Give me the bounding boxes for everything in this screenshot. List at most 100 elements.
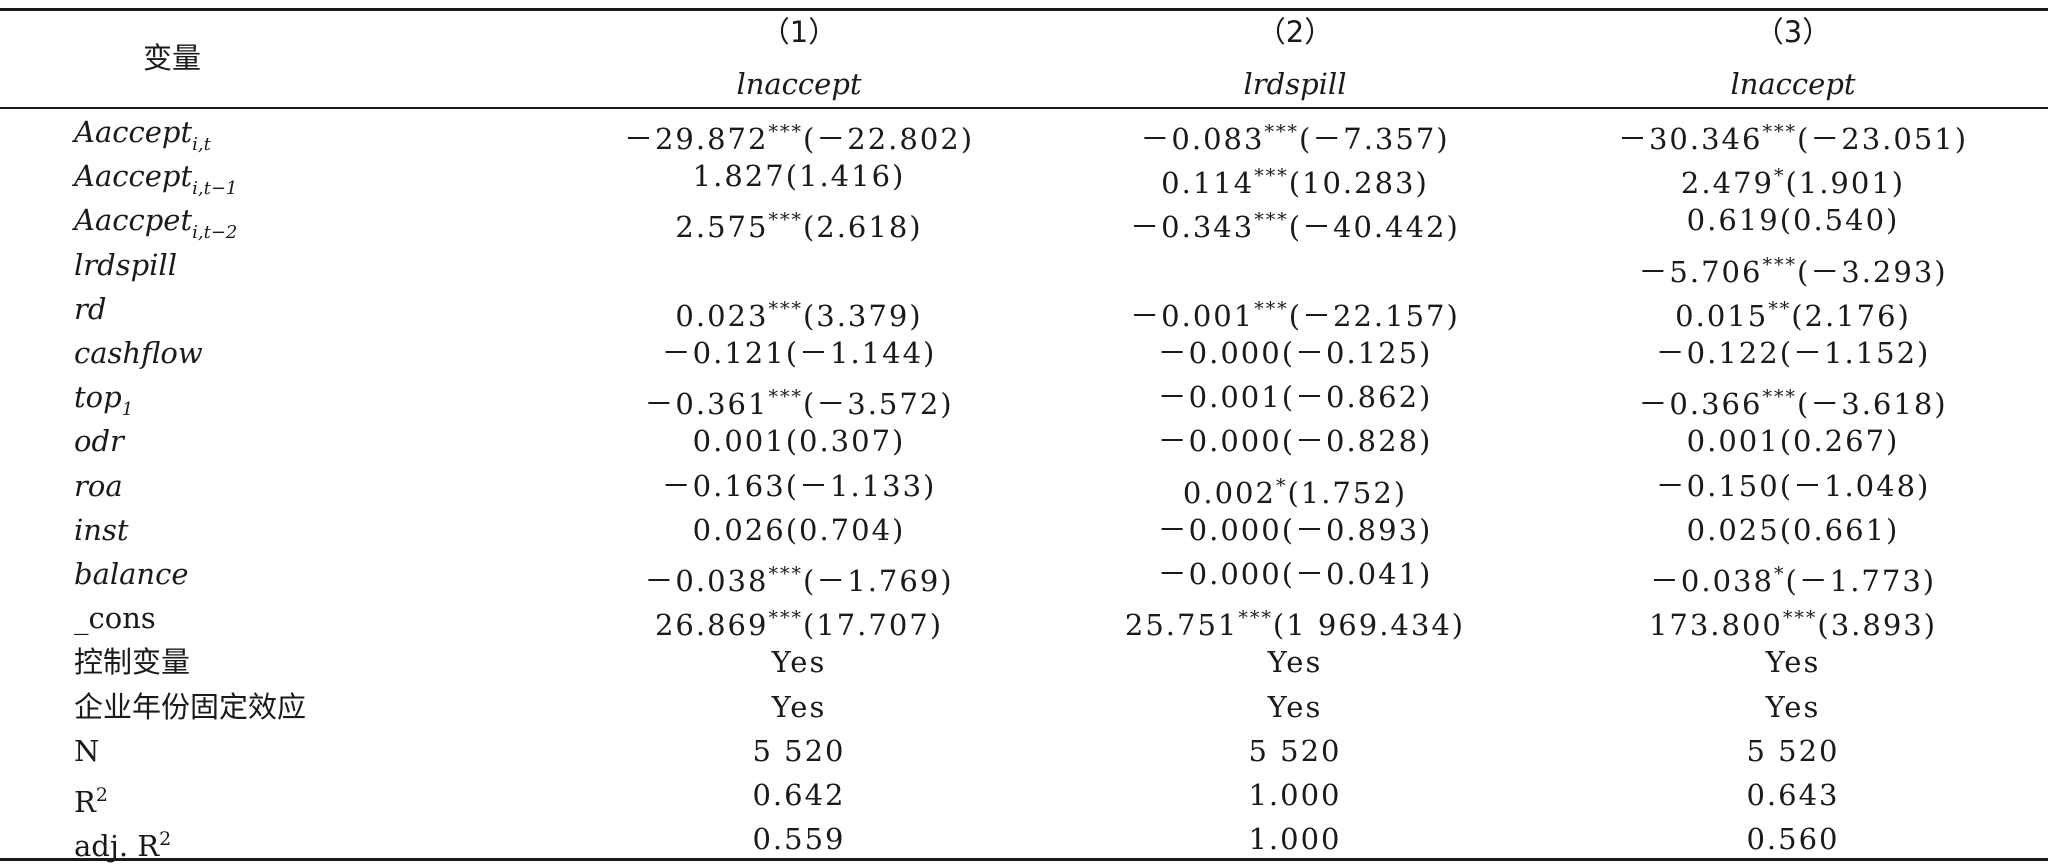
coefficient-value: 0.619 xyxy=(1686,203,1780,238)
t-statistic: (2.176) xyxy=(1791,298,1911,333)
significance-stars: *** xyxy=(1762,121,1797,143)
variable-subscript: i,t xyxy=(192,134,211,155)
table-cell: 173.800***(3.893) xyxy=(1649,598,1937,642)
table-cell: 5 520 xyxy=(1746,731,1839,771)
coefficient-value: －0.038 xyxy=(644,564,769,598)
variable-name: _cons xyxy=(74,601,156,636)
column-1-dependent-variable: lnaccept xyxy=(736,67,862,101)
significance-stars: ** xyxy=(1768,297,1792,320)
table-cell: Yes xyxy=(772,642,827,682)
row-variable-label: roa xyxy=(74,466,123,506)
significance-stars: *** xyxy=(768,386,803,409)
table-cell: Yes xyxy=(1766,642,1821,682)
t-statistic: (17.707) xyxy=(802,608,944,643)
coefficient-value: Yes xyxy=(1765,689,1821,724)
t-statistic: (0.267) xyxy=(1779,424,1900,459)
coefficient-value: 0.560 xyxy=(1746,822,1840,857)
variable-name: rd xyxy=(74,291,107,326)
coefficient-value: 2.479 xyxy=(1680,166,1774,201)
t-statistic: (－0.041) xyxy=(1281,557,1433,591)
row-variable-label: inst xyxy=(74,510,129,550)
table-cell: －0.121(－1.144) xyxy=(662,333,937,373)
column-3-dependent-variable: lnaccept xyxy=(1730,67,1856,101)
coefficient-value: 0.001 xyxy=(1686,424,1780,459)
coefficient-value: －0.163 xyxy=(661,468,786,503)
coefficient-value: 0.015 xyxy=(1675,298,1769,333)
variable-subscript: i,t−1 xyxy=(192,178,238,200)
variable-name: R xyxy=(74,785,96,819)
variable-superscript: 2 xyxy=(95,784,108,806)
t-statistic: (－23.051) xyxy=(1796,122,1969,156)
table-cell: －0.163(－1.133) xyxy=(662,466,937,506)
table-cell: 5 520 xyxy=(1248,731,1341,771)
variable-name: adj. R xyxy=(74,829,160,864)
coefficient-value: Yes xyxy=(771,645,827,680)
coefficient-value: 1.827 xyxy=(692,159,786,194)
t-statistic: (0.661) xyxy=(1779,512,1900,547)
table-cell: －0.001(－0.862) xyxy=(1158,377,1433,417)
table-cell: 1.000 xyxy=(1248,819,1341,859)
coefficient-value: －0.121 xyxy=(661,336,786,370)
variable-superscript: 2 xyxy=(159,828,172,851)
row-variable-label: rd xyxy=(74,289,106,329)
t-statistic: (0.540) xyxy=(1779,203,1900,238)
significance-stars: *** xyxy=(768,607,803,630)
significance-stars: *** xyxy=(1254,297,1289,320)
table-cell: －0.150(－1.048) xyxy=(1656,466,1931,506)
table-cell: －5.706***(－3.293) xyxy=(1638,245,1947,289)
variable-name: balance xyxy=(74,557,189,591)
table-header-rule xyxy=(0,107,2048,109)
column-1-number: （1） xyxy=(760,15,838,49)
coefficient-value: 173.800 xyxy=(1648,608,1783,643)
t-statistic: (0.307) xyxy=(785,424,906,459)
table-cell: －0.038***(－1.769) xyxy=(644,554,953,598)
coefficient-value: Yes xyxy=(1267,645,1323,680)
variable-name: inst xyxy=(74,512,129,547)
t-statistic: (－1.769) xyxy=(802,564,954,598)
t-statistic: (－22.157) xyxy=(1288,298,1460,333)
significance-stars: * xyxy=(1275,474,1288,497)
table-cell: 0.001(0.307) xyxy=(693,421,906,461)
variable-name: Aaccpet xyxy=(74,203,193,238)
row-variable-label: 企业年份固定效应 xyxy=(74,687,306,727)
significance-stars: *** xyxy=(1238,607,1273,630)
table-cell: 0.559 xyxy=(752,819,845,859)
table-cell: －29.872***(－22.802) xyxy=(624,112,974,156)
t-statistic: (－1.048) xyxy=(1779,468,1931,503)
variable-name: 控制变量 xyxy=(74,645,191,680)
t-statistic: (3.893) xyxy=(1817,608,1938,643)
significance-stars: *** xyxy=(1782,607,1818,630)
table-cell: 26.869***(17.707) xyxy=(655,598,943,642)
coefficient-value: 26.869 xyxy=(654,608,769,643)
row-variable-label: N xyxy=(74,731,99,771)
coefficient-value: 0.642 xyxy=(752,778,846,812)
table-cell: 0.015**(2.176) xyxy=(1675,289,1911,333)
significance-stars: * xyxy=(1773,165,1786,188)
table-cell: －0.000(－0.828) xyxy=(1158,421,1433,461)
table-cell: 0.025(0.661) xyxy=(1687,510,1900,550)
table-cell: 2.479*(1.901) xyxy=(1681,156,1905,200)
row-variable-label: top1 xyxy=(74,377,133,420)
row-variable-label: R2 xyxy=(74,775,108,819)
row-variable-label: _cons xyxy=(74,598,156,638)
coefficient-value: 0.559 xyxy=(752,822,846,857)
table-cell: －0.122(－1.152) xyxy=(1656,333,1931,373)
coefficient-value: －0.343 xyxy=(1130,210,1255,245)
table-cell: －0.001***(－22.157) xyxy=(1130,289,1460,333)
coefficient-value: 0.025 xyxy=(1686,512,1780,547)
table-cell: －0.000(－0.893) xyxy=(1158,510,1433,550)
coefficient-value: Yes xyxy=(771,689,827,724)
table-cell: 25.751***(1 969.434) xyxy=(1125,598,1465,642)
coefficient-value: －0.000 xyxy=(1157,512,1282,547)
table-cell: 0.023***(3.379) xyxy=(675,289,922,333)
t-statistic: (2.618) xyxy=(802,210,923,245)
coefficient-value: 1.000 xyxy=(1248,822,1342,857)
table-cell: －0.366***(－3.618) xyxy=(1638,377,1947,421)
significance-stars: *** xyxy=(768,121,803,143)
variable-column-header: 变量 xyxy=(142,41,202,75)
coefficient-value: －0.366 xyxy=(1638,387,1763,422)
significance-stars: *** xyxy=(1264,121,1299,143)
coefficient-value: －30.346 xyxy=(1617,122,1763,156)
coefficient-value: －0.000 xyxy=(1157,336,1282,370)
table-cell: 0.001(0.267) xyxy=(1687,421,1900,461)
